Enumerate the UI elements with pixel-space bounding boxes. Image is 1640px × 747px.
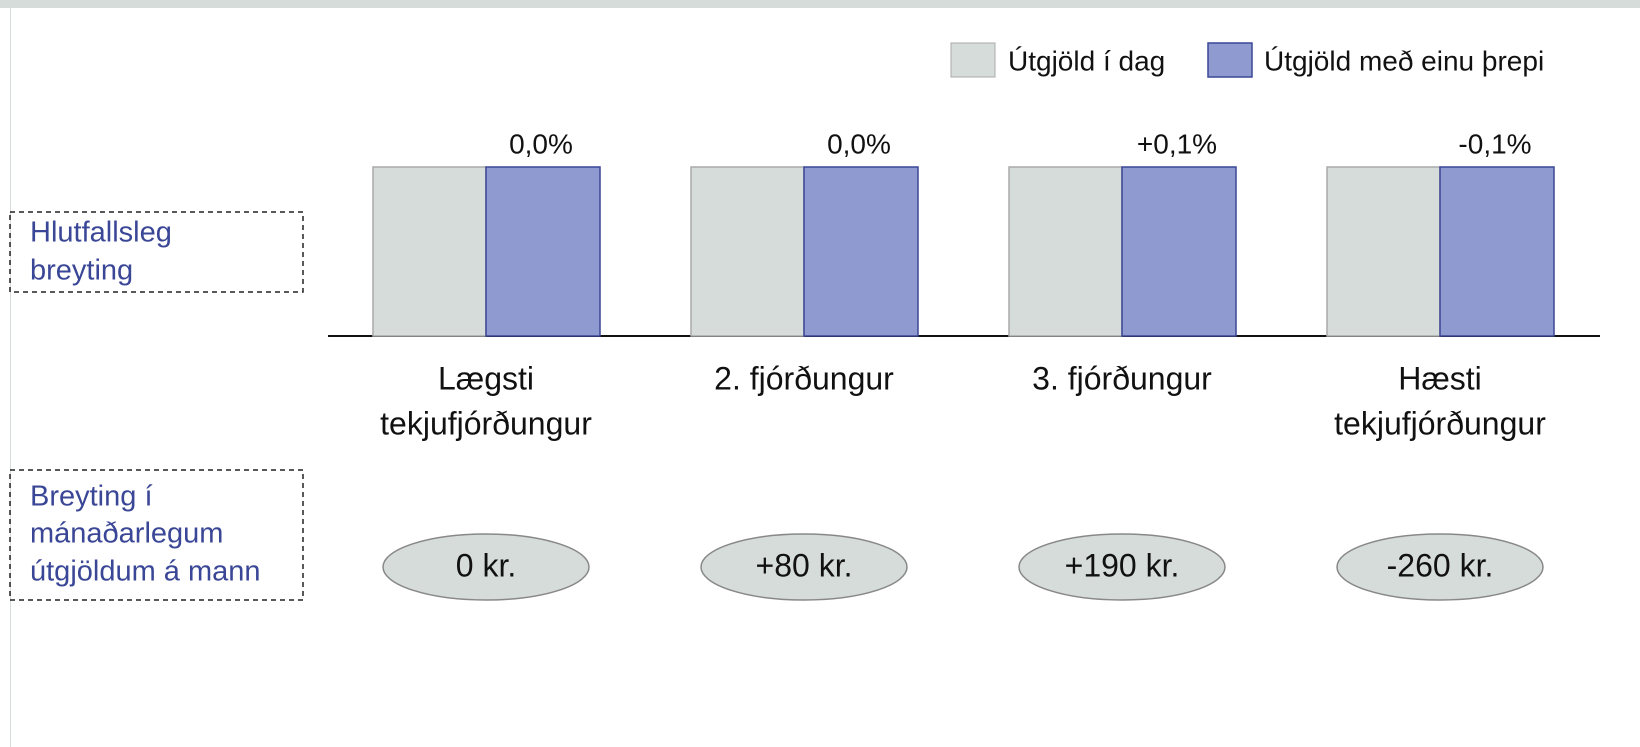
- legend-swatch: [1207, 42, 1253, 78]
- category-label: 3. fjórðungur: [1032, 360, 1212, 396]
- category-label: Hæsti: [1398, 360, 1482, 396]
- legend-label: Útgjöld í dag: [1008, 45, 1165, 76]
- amount-ellipse: [700, 533, 908, 601]
- change-label: 0,0%: [827, 128, 891, 159]
- bar-today: [1008, 166, 1123, 337]
- bar-today: [690, 166, 805, 337]
- row-label: Hlutfallsleg: [30, 217, 172, 249]
- top-bar: [0, 0, 1640, 8]
- row-label: útgjöldum á mann: [30, 556, 261, 588]
- amount-ellipse: [1018, 533, 1226, 601]
- legend-label: Útgjöld með einu þrepi: [1264, 45, 1544, 76]
- category-label: Lægsti: [438, 360, 534, 396]
- bar-step: [1121, 166, 1237, 337]
- bar-step: [1439, 166, 1555, 337]
- amount-label: -260 kr.: [1387, 547, 1494, 583]
- bar-step: [485, 166, 601, 337]
- amount-label: +190 kr.: [1065, 547, 1180, 583]
- row-label-box: [9, 211, 304, 293]
- change-label: 0,0%: [509, 128, 573, 159]
- row-label: Breyting í: [30, 481, 153, 513]
- bar-today: [1326, 166, 1441, 337]
- amount-label: 0 kr.: [456, 547, 516, 583]
- change-label: -0,1%: [1458, 128, 1531, 159]
- bar-today: [372, 166, 487, 337]
- row-label-box: [9, 469, 304, 601]
- row-label: mánaðarlegum: [30, 518, 223, 550]
- bar-step: [803, 166, 919, 337]
- category-label: 2. fjórðungur: [714, 360, 894, 396]
- amount-ellipse: [1336, 533, 1544, 601]
- legend-swatch: [950, 42, 996, 78]
- change-label: +0,1%: [1137, 128, 1217, 159]
- amount-ellipse: [382, 533, 590, 601]
- category-label: tekjufjórðungur: [1334, 405, 1546, 441]
- amount-label: +80 kr.: [756, 547, 853, 583]
- row-label: breyting: [30, 255, 133, 287]
- category-label: tekjufjórðungur: [380, 405, 592, 441]
